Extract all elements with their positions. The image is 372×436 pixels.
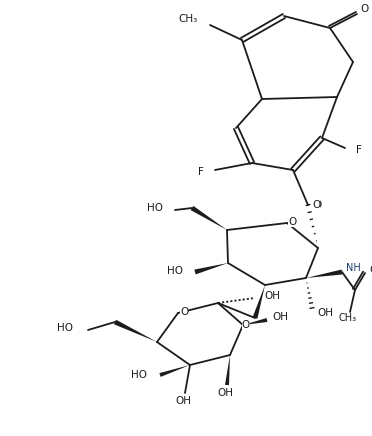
Text: O: O (288, 217, 296, 227)
Text: OH: OH (317, 308, 333, 318)
Text: HO: HO (167, 266, 183, 276)
Polygon shape (306, 269, 342, 278)
Text: OH: OH (175, 396, 191, 406)
Text: HO: HO (147, 203, 163, 213)
Text: F: F (198, 167, 204, 177)
Text: OH: OH (272, 312, 288, 322)
Text: NH: NH (346, 263, 361, 273)
Polygon shape (225, 355, 230, 385)
Text: O: O (312, 200, 320, 210)
Text: O: O (360, 4, 368, 14)
Polygon shape (191, 206, 227, 230)
Polygon shape (159, 365, 190, 377)
Polygon shape (114, 320, 157, 342)
Text: O: O (369, 265, 372, 275)
Polygon shape (243, 318, 267, 325)
Text: O: O (180, 307, 188, 317)
Text: O: O (313, 200, 321, 210)
Polygon shape (194, 263, 228, 274)
Polygon shape (253, 285, 265, 319)
Text: OH: OH (264, 291, 280, 301)
Text: CH₃: CH₃ (179, 14, 198, 24)
Text: F: F (356, 145, 362, 155)
Text: O: O (242, 320, 250, 330)
Text: CH₃: CH₃ (339, 313, 357, 323)
Text: HO: HO (57, 323, 73, 333)
Text: OH: OH (217, 388, 233, 398)
Text: HO: HO (131, 370, 147, 380)
